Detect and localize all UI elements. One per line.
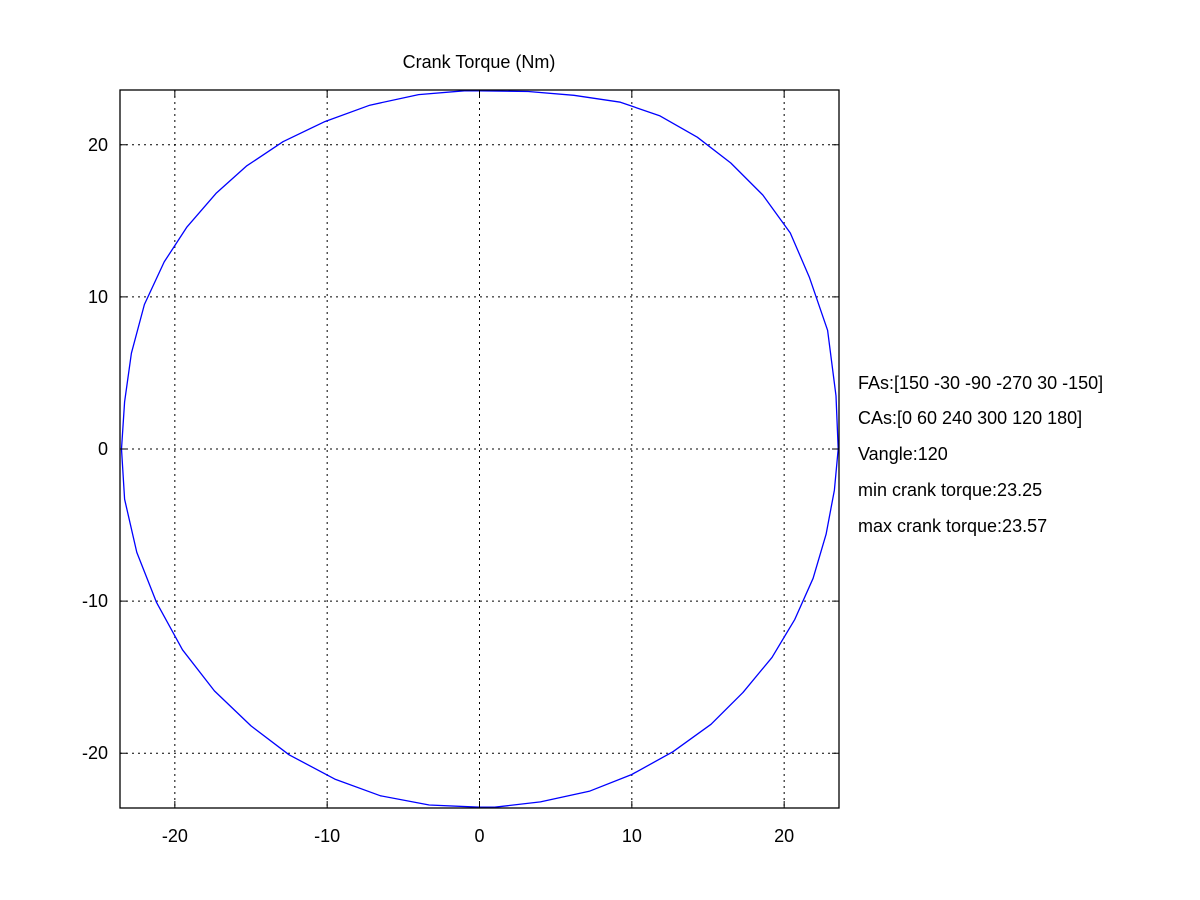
- annotation-vangle: Vangle:120: [858, 444, 948, 464]
- x-tick-label-3: 10: [622, 826, 642, 846]
- y-tick-label-1: -10: [82, 591, 108, 611]
- y-tick-labels: -20 -10 0 10 20: [82, 135, 108, 763]
- y-tick-label-4: 20: [88, 135, 108, 155]
- annotation-block: FAs:[150 -30 -90 -270 30 -150] CAs:[0 60…: [858, 373, 1103, 536]
- series-line-0: [120, 90, 839, 808]
- plot-area-frame: [119, 89, 840, 809]
- y-tick-label-0: -20: [82, 743, 108, 763]
- x-tick-label-2: 0: [474, 826, 484, 846]
- x-tick-label-4: 20: [774, 826, 794, 846]
- y-tick-label-2: 0: [98, 439, 108, 459]
- grid-lines: [120, 90, 839, 808]
- y-tick-label-3: 10: [88, 287, 108, 307]
- tick-marks: [120, 90, 839, 808]
- chart-title: Crank Torque (Nm): [403, 52, 556, 72]
- annotation-min-torque: min crank torque:23.25: [858, 480, 1042, 500]
- data-series: [120, 90, 839, 808]
- annotation-max-torque: max crank torque:23.57: [858, 516, 1047, 536]
- x-tick-labels: -20 -10 0 10 20: [162, 826, 794, 846]
- annotation-fas: FAs:[150 -30 -90 -270 30 -150]: [858, 373, 1103, 393]
- x-tick-label-0: -20: [162, 826, 188, 846]
- x-tick-label-1: -10: [314, 826, 340, 846]
- annotation-cas: CAs:[0 60 240 300 120 180]: [858, 408, 1082, 428]
